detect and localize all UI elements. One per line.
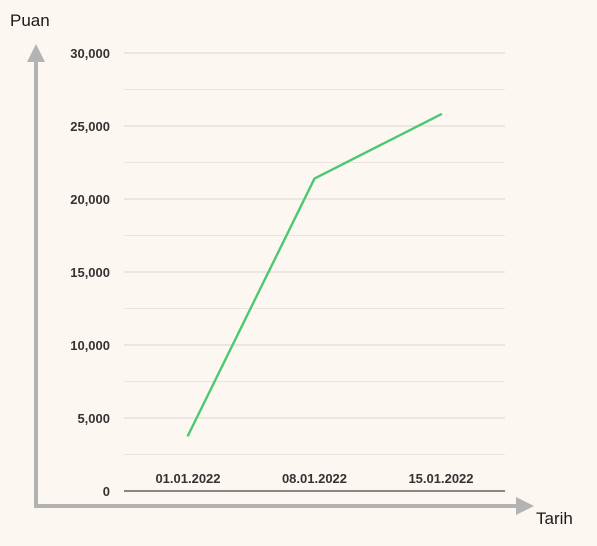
y-tick-label: 10,000 xyxy=(70,338,110,353)
y-tick-label: 15,000 xyxy=(70,265,110,280)
grid-lines xyxy=(124,52,505,455)
y-tick-label: 5,000 xyxy=(77,411,110,426)
y-tick-label: 0 xyxy=(103,484,110,499)
y-tick-label: 25,000 xyxy=(70,119,110,134)
series-lines xyxy=(186,113,443,437)
x-tick-label: 01.01.2022 xyxy=(155,471,220,486)
y-tick-label: 30,000 xyxy=(70,46,110,61)
x-tick-label: 15.01.2022 xyxy=(408,471,473,486)
y-tick-labels: 0 5,000 10,000 15,000 20,000 25,000 30,000 xyxy=(70,46,110,499)
x-axis-title: Tarih xyxy=(536,509,573,528)
x-axis-arrow-icon xyxy=(516,497,534,515)
x-tick-label: 08.01.2022 xyxy=(282,471,347,486)
y-axis-arrow-icon xyxy=(27,44,45,62)
x-tick-labels: 01.01.2022 08.01.2022 15.01.2022 xyxy=(155,471,473,486)
y-tick-label: 20,000 xyxy=(70,192,110,207)
y-axis-title: Puan xyxy=(10,11,50,30)
series-line xyxy=(186,113,443,437)
